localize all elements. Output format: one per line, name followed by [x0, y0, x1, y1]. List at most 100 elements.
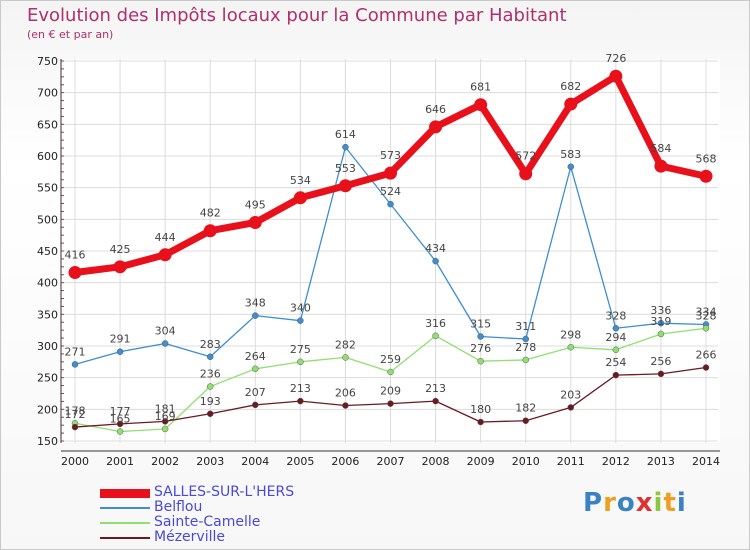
x-tick-label: 2000 [61, 455, 89, 468]
legend-label: Sainte-Camelle [154, 514, 261, 530]
x-tick-label: 2005 [286, 455, 314, 468]
data-point [609, 69, 623, 83]
data-label: 275 [290, 343, 311, 356]
data-point [567, 163, 575, 171]
data-point [522, 356, 529, 364]
data-point [342, 143, 349, 151]
data-label: 726 [605, 52, 626, 65]
logo-letter: t [663, 488, 677, 518]
x-tick-label: 2010 [512, 455, 540, 468]
data-label: 193 [200, 395, 221, 408]
x-tick-label: 2006 [331, 455, 359, 468]
data-point [522, 335, 529, 343]
x-tick-label: 2012 [602, 455, 630, 468]
data-label: 206 [335, 387, 356, 400]
data-label: 416 [65, 249, 86, 262]
data-point [387, 400, 394, 407]
data-point [161, 418, 169, 425]
data-label: 169 [155, 410, 176, 423]
data-point [71, 423, 79, 431]
data-label: 583 [560, 148, 581, 161]
data-label: 282 [335, 338, 356, 351]
data-point [161, 340, 169, 347]
data-point [297, 358, 304, 366]
data-label: 646 [425, 103, 446, 116]
data-label: 614 [335, 128, 356, 141]
data-label: 336 [650, 304, 671, 317]
data-label: 271 [65, 345, 86, 358]
data-point [612, 325, 620, 332]
y-tick-label: 700 [37, 87, 58, 100]
x-tick-label: 2003 [196, 455, 224, 468]
data-label: 304 [155, 324, 176, 337]
data-label: 213 [425, 382, 446, 395]
data-label: 572 [515, 150, 536, 163]
data-point [477, 333, 484, 340]
legend-label: SALLES-SUR-L'HERS [154, 484, 295, 500]
data-point [71, 361, 79, 368]
y-tick-label: 250 [37, 372, 58, 385]
data-point [699, 169, 713, 183]
legend-swatch [100, 522, 150, 524]
data-label: 340 [290, 302, 311, 315]
data-label: 524 [380, 185, 401, 198]
data-point [702, 325, 710, 332]
legend-swatch [100, 488, 150, 498]
data-point [432, 257, 439, 265]
data-point [161, 425, 169, 433]
data-point [519, 167, 533, 181]
data-label: 315 [470, 318, 491, 331]
y-tick-label: 500 [37, 213, 58, 226]
data-label: 182 [515, 402, 536, 415]
data-label: 213 [290, 382, 311, 395]
data-point [338, 179, 352, 193]
legend-swatch [100, 537, 150, 539]
data-point [612, 371, 620, 379]
x-tick-label: 2001 [106, 455, 134, 468]
data-label: 319 [650, 315, 671, 328]
data-label: 276 [470, 342, 491, 355]
y-tick-label: 650 [37, 118, 58, 131]
y-tick-label: 400 [37, 277, 58, 290]
data-point [612, 346, 620, 354]
data-point [206, 353, 214, 361]
data-label: 553 [335, 162, 356, 175]
data-label: 236 [200, 368, 221, 381]
data-point [432, 397, 439, 405]
data-label: 298 [560, 328, 581, 341]
data-label: 495 [245, 199, 266, 212]
data-point [567, 344, 575, 351]
x-tick-label: 2007 [377, 455, 405, 468]
data-label: 425 [110, 243, 131, 256]
data-point [432, 332, 439, 340]
data-point [387, 368, 394, 376]
data-label: 283 [200, 338, 221, 351]
logo-letter: x [635, 488, 654, 518]
legend-label: Belflou [154, 499, 203, 515]
data-label: 568 [696, 152, 717, 165]
data-label: 434 [425, 242, 446, 255]
data-label: 180 [470, 403, 491, 416]
data-label: 444 [155, 231, 176, 244]
x-tick-label: 2008 [422, 455, 450, 468]
data-point [252, 312, 259, 319]
data-point [206, 410, 214, 418]
data-point [158, 248, 172, 262]
chart-subtitle: (en € et par an) [27, 28, 114, 41]
data-label: 311 [515, 320, 536, 333]
data-point [116, 348, 124, 355]
data-point [297, 397, 304, 405]
data-label: 584 [650, 142, 671, 155]
data-label: 178 [65, 404, 86, 417]
data-point [477, 357, 484, 365]
data-label: 266 [696, 349, 717, 362]
data-label: 334 [696, 305, 717, 318]
legend-swatch [100, 507, 150, 509]
logo-letter: i [653, 488, 664, 518]
data-label: 573 [380, 149, 401, 162]
data-point [654, 159, 668, 173]
data-label: 256 [650, 355, 671, 368]
data-label: 181 [155, 402, 176, 415]
proxiti-logo: Proxiti [583, 488, 687, 518]
